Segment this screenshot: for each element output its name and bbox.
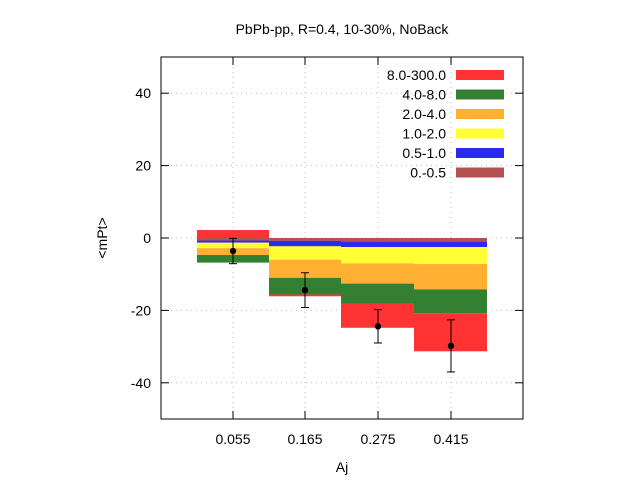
chart-title: PbPb-pp, R=0.4, 10-30%, NoBack xyxy=(236,21,450,37)
x-tick-label: 0.165 xyxy=(287,431,322,447)
legend-label: 8.0-300.0 xyxy=(387,67,446,83)
bar-segment xyxy=(269,246,341,260)
bar-segment xyxy=(269,240,341,247)
bar-segment xyxy=(341,241,414,248)
bar-segment xyxy=(269,259,341,278)
legend-swatch xyxy=(456,148,504,158)
bar-segment xyxy=(414,241,487,248)
bar-segment xyxy=(341,238,414,242)
y-tick-label: 0 xyxy=(143,230,151,246)
bar-segment xyxy=(197,230,269,238)
bar-segment xyxy=(341,247,414,264)
bar-segment xyxy=(269,238,341,241)
legend-label: 1.0-2.0 xyxy=(402,126,446,142)
legend-swatch xyxy=(456,128,504,139)
x-tick-label: 0.415 xyxy=(433,431,468,447)
x-tick-label: 0.055 xyxy=(215,431,250,447)
x-tick-label: 0.275 xyxy=(360,431,395,447)
x-axis-label: Aj xyxy=(336,459,348,475)
y-tick-label: 20 xyxy=(135,158,151,174)
bars xyxy=(197,230,487,352)
data-point xyxy=(374,323,382,330)
bar-segment xyxy=(414,289,487,314)
data-point xyxy=(447,342,455,350)
y-axis: -40 -20 0 20 40 xyxy=(131,85,523,391)
y-tick-label: -40 xyxy=(131,375,151,391)
legend-swatch xyxy=(456,89,504,100)
y-tick-label: 40 xyxy=(135,85,151,101)
legend-label: 4.0-8.0 xyxy=(402,87,446,103)
data-point xyxy=(301,286,309,294)
legend-label: 0.-0.5 xyxy=(410,165,446,181)
y-tick-label: -20 xyxy=(131,302,151,318)
legend-swatch xyxy=(456,167,504,178)
legend-label: 2.0-4.0 xyxy=(402,106,446,122)
legend-swatch xyxy=(456,109,504,119)
bar-segment xyxy=(414,247,487,265)
legend-swatch xyxy=(456,70,504,80)
y-axis-label: <mPt> xyxy=(94,217,110,258)
legend-label: 0.5-1.0 xyxy=(402,145,446,161)
x-axis: 0.055 0.165 0.275 0.415 xyxy=(215,57,469,447)
points xyxy=(229,237,455,373)
legend: 8.0-300.0 4.0-8.0 2.0-4.0 1.0-2.0 0.5-1.0 0.-… xyxy=(387,67,504,181)
bar-segment xyxy=(341,263,414,284)
bar-segment xyxy=(341,283,414,304)
bar-segment xyxy=(414,264,487,290)
bar-segment xyxy=(414,238,487,242)
data-point xyxy=(229,247,237,255)
